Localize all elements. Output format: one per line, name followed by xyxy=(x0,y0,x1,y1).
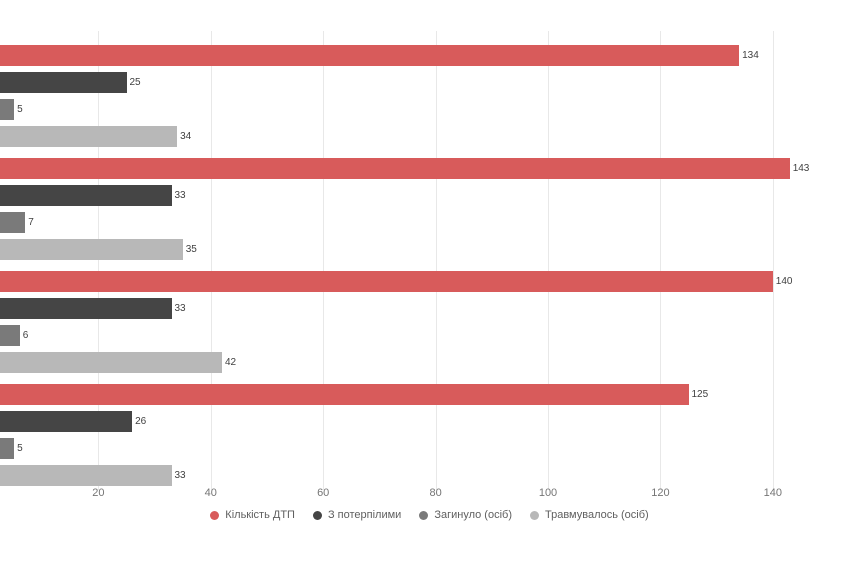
bar-value-label: 35 xyxy=(185,244,197,255)
bar-value-label: 26 xyxy=(135,416,147,427)
bar[interactable] xyxy=(0,298,172,319)
bar-value-label: 33 xyxy=(174,303,186,314)
gridline xyxy=(98,31,100,490)
legend-label: Кількість ДТП xyxy=(225,509,295,521)
gridline xyxy=(323,31,325,490)
bar[interactable] xyxy=(0,72,127,93)
x-tick-label: 140 xyxy=(763,487,782,499)
bar-value-label: 134 xyxy=(742,50,759,61)
bar-value-label: 143 xyxy=(792,163,810,174)
bar-value-label: 7 xyxy=(28,217,34,228)
gridline xyxy=(772,31,774,490)
bar-value-label: 33 xyxy=(174,470,186,481)
bar-value-label: 25 xyxy=(129,77,141,88)
gridline xyxy=(660,31,662,490)
x-tick-label: 60 xyxy=(317,487,330,499)
bar-value-label: 5 xyxy=(17,443,23,454)
bar[interactable] xyxy=(0,239,183,260)
gridline xyxy=(548,31,549,490)
bar[interactable] xyxy=(0,465,172,486)
bar-value-label: 33 xyxy=(174,190,186,201)
bar-value-label: 42 xyxy=(225,357,237,368)
legend-swatch-icon xyxy=(312,510,322,520)
legend-swatch-icon xyxy=(419,510,429,520)
legend-swatch-icon xyxy=(210,510,220,520)
legend-item: Кількість ДТП xyxy=(210,509,295,521)
legend-item: Загинуло (осіб) xyxy=(419,509,512,521)
bar[interactable] xyxy=(0,325,20,346)
legend-item: З потерпілими xyxy=(312,509,402,521)
bar-value-label: 34 xyxy=(180,131,192,142)
chart-legend: Кількість ДТП З потерпілими Загинуло (осіб… xyxy=(0,509,859,521)
bar[interactable] xyxy=(0,185,172,206)
bar[interactable] xyxy=(0,384,689,405)
bar-value-label: 125 xyxy=(691,389,709,400)
bar[interactable] xyxy=(0,99,15,120)
legend-label: Травмувалось (осіб) xyxy=(544,509,649,521)
bar[interactable] xyxy=(0,158,790,179)
legend-item: Травмувалось (осіб) xyxy=(529,509,649,521)
bar[interactable] xyxy=(0,352,222,373)
legend-swatch-icon xyxy=(529,510,539,520)
gridline xyxy=(210,31,212,490)
bar-value-label: 5 xyxy=(17,104,23,115)
bar[interactable] xyxy=(0,438,15,459)
x-tick-label: 120 xyxy=(651,487,670,499)
bar[interactable] xyxy=(0,271,773,292)
bar-value-label: 6 xyxy=(22,330,29,341)
legend-label: З потерпілими xyxy=(327,509,402,521)
x-tick-label: 80 xyxy=(429,487,442,499)
x-tick-label: 100 xyxy=(538,487,558,499)
x-tick-label: 40 xyxy=(204,487,217,499)
bar[interactable] xyxy=(0,411,133,432)
bar[interactable] xyxy=(0,45,740,66)
bar[interactable] xyxy=(0,126,178,147)
bar[interactable] xyxy=(0,212,26,233)
bar-value-label: 140 xyxy=(775,276,793,287)
x-tick-label: 20 xyxy=(92,487,105,499)
gridline xyxy=(435,31,437,490)
plot-area: 134 25 5 34 143 33 7 35 140 33 6 42 125 26 5 33 xyxy=(0,31,810,490)
legend-label: Загинуло (осіб) xyxy=(434,509,512,521)
